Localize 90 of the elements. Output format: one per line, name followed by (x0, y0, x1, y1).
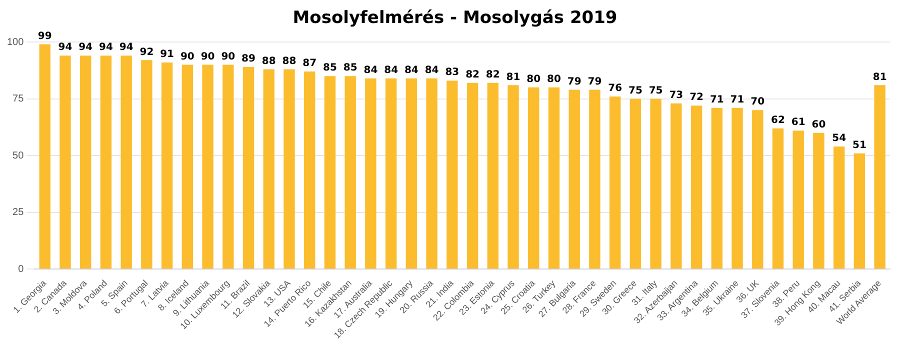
bar (772, 128, 784, 269)
bar (141, 60, 152, 269)
y-tick-label: 75 (12, 94, 24, 105)
bar (528, 87, 540, 269)
data-label: 79 (567, 76, 582, 88)
data-label: 75 (648, 85, 663, 96)
bar (406, 78, 418, 269)
bar (426, 78, 438, 269)
data-label: 82 (486, 69, 500, 80)
data-label: 79 (588, 76, 602, 88)
y-tick-label: 50 (12, 150, 24, 162)
bar (385, 78, 397, 269)
bar (263, 69, 274, 269)
bar (487, 82, 498, 269)
bar (446, 80, 458, 269)
data-label: 85 (323, 62, 337, 74)
data-label: 89 (242, 54, 256, 65)
data-label: 90 (180, 51, 194, 62)
data-label: 87 (302, 58, 317, 70)
bar (242, 66, 254, 269)
data-label: 71 (730, 94, 744, 106)
bar (120, 56, 132, 269)
bar (833, 146, 845, 269)
bar (732, 108, 743, 269)
bar (650, 98, 662, 269)
data-label: 88 (282, 56, 296, 67)
data-label: 85 (343, 62, 358, 74)
data-label: 81 (872, 72, 887, 83)
data-label: 81 (506, 72, 520, 83)
data-label: 90 (200, 51, 215, 62)
data-label: 84 (404, 64, 418, 76)
data-label: 75 (628, 85, 642, 96)
bar (60, 56, 71, 269)
data-label: 82 (466, 69, 480, 80)
data-label: 54 (832, 133, 846, 144)
bar (874, 85, 886, 269)
bar (548, 87, 560, 269)
bar (813, 132, 824, 269)
data-label: 60 (812, 119, 826, 130)
bar (690, 106, 702, 269)
bar (854, 153, 866, 269)
data-label: 99 (38, 30, 52, 42)
bar (508, 85, 519, 269)
data-label: 70 (750, 96, 765, 108)
chart-title: Mosolyfelmérés - Mosolygás 2019 (292, 8, 618, 28)
data-label: 91 (160, 49, 174, 60)
data-label: 88 (262, 56, 276, 67)
bar (324, 76, 336, 269)
data-label: 76 (608, 83, 622, 94)
bar (344, 76, 356, 269)
data-label: 72 (690, 92, 704, 104)
data-label: 80 (547, 74, 561, 86)
bar (589, 90, 600, 269)
bar (466, 82, 478, 269)
bar (752, 110, 764, 269)
data-label: 83 (445, 67, 460, 78)
bar (222, 64, 234, 269)
bar (792, 130, 804, 269)
bar (39, 44, 50, 269)
bar (609, 96, 621, 269)
data-label: 90 (221, 51, 236, 62)
y-tick-label: 0 (18, 264, 24, 275)
bar (630, 98, 642, 269)
data-label: 80 (526, 74, 541, 86)
bar (670, 103, 682, 269)
data-label: 62 (771, 114, 785, 126)
data-label: 94 (58, 42, 72, 54)
data-label: 84 (364, 64, 378, 76)
data-label: 84 (384, 64, 398, 76)
data-label: 94 (78, 42, 93, 54)
bar (182, 64, 194, 269)
data-label: 73 (669, 90, 684, 101)
data-label: 94 (119, 42, 134, 54)
bar (80, 56, 92, 269)
bar (284, 69, 295, 269)
bar (568, 90, 580, 269)
y-tick-label: 100 (6, 36, 24, 48)
data-label: 61 (791, 117, 806, 128)
data-label: 92 (140, 46, 154, 58)
bar (161, 62, 173, 269)
data-label: 51 (852, 140, 866, 151)
bar (202, 64, 214, 269)
data-label: 71 (710, 94, 724, 106)
bar (304, 72, 316, 269)
bar (365, 78, 376, 269)
data-label: 84 (424, 64, 439, 76)
data-label: 94 (99, 42, 113, 54)
bar (100, 56, 112, 269)
bar (711, 108, 722, 269)
y-tick-label: 25 (12, 207, 24, 218)
